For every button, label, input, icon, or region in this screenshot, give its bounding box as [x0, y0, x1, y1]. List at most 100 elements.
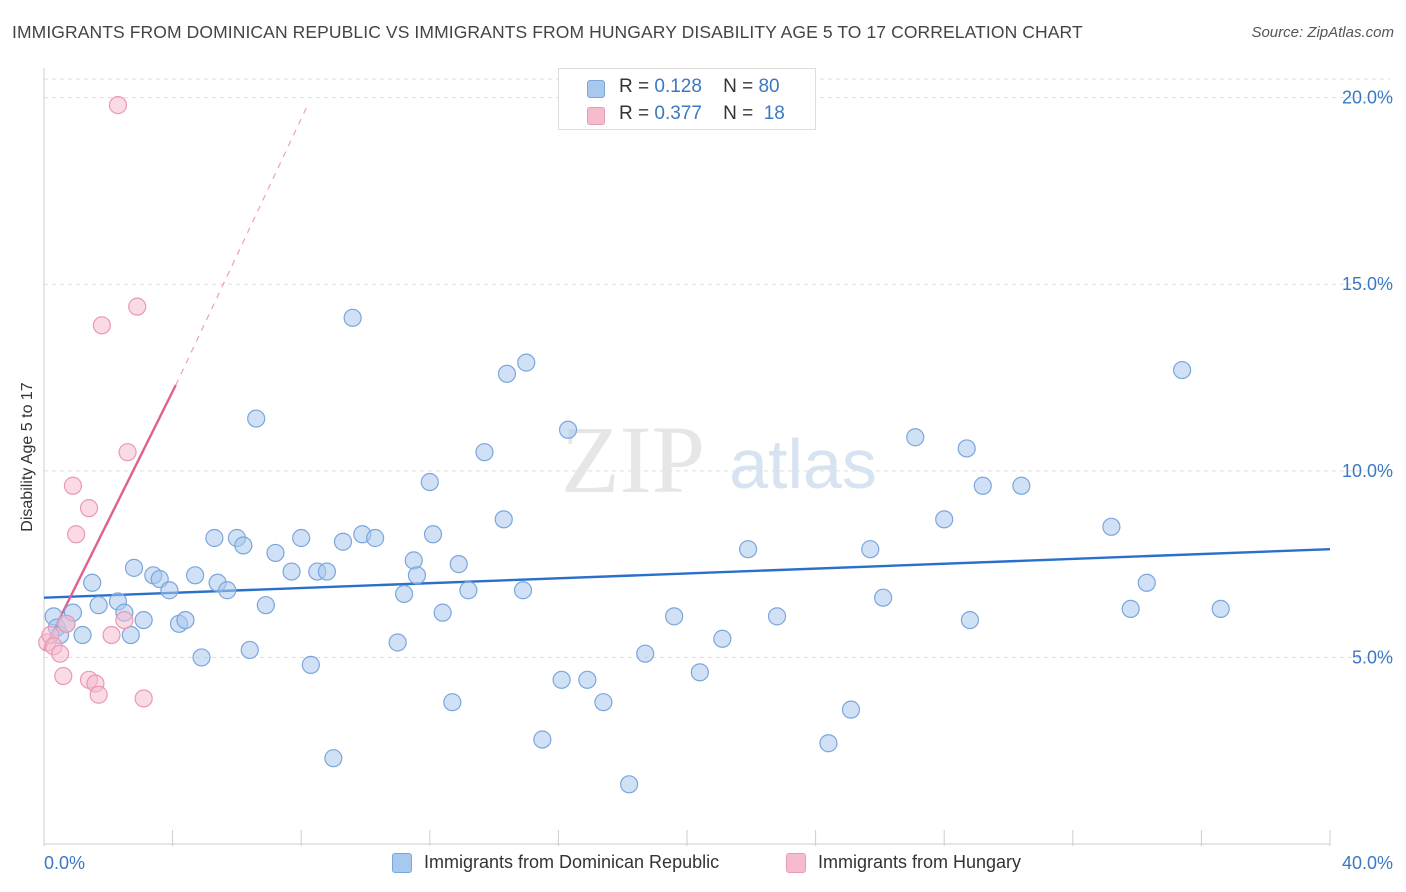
point-dominican [578, 670, 597, 689]
y-tick-label: 10.0% [1342, 461, 1393, 481]
point-dominican [388, 633, 407, 652]
point-dominican [552, 670, 571, 689]
points-layer [38, 96, 1230, 794]
point-dominican [558, 420, 578, 439]
point-dominican [459, 581, 478, 600]
point-hungary [79, 499, 99, 518]
point-dominican [73, 625, 92, 645]
point-dominican [517, 353, 536, 372]
legend-n-value: 18 [763, 103, 785, 124]
point-dominican [1121, 599, 1140, 619]
y-tick-label: 5.0% [1352, 647, 1393, 667]
point-dominican [317, 562, 337, 581]
point-dominican [1211, 599, 1230, 619]
point-hungary [63, 476, 83, 495]
legend-r-label: R = [619, 76, 650, 97]
point-dominican [665, 607, 684, 626]
point-hungary [134, 689, 153, 708]
point-dominican [394, 584, 414, 604]
point-dominican [861, 540, 880, 559]
point-dominican [713, 629, 732, 648]
y-axis-label: Disability Age 5 to 17 [19, 382, 36, 532]
point-dominican [1173, 360, 1192, 380]
point-dominican [935, 510, 954, 529]
trend-layer [42, 104, 1331, 651]
point-dominican [160, 581, 179, 600]
point-dominican [205, 528, 224, 548]
legend-n-label: N = [723, 76, 754, 97]
point-hungary [50, 644, 70, 663]
point-hungary [115, 610, 134, 630]
point-hungary [128, 297, 147, 316]
legend-r-label: R = [619, 103, 650, 124]
point-dominican [594, 693, 613, 712]
point-dominican [282, 562, 301, 581]
point-dominican [874, 588, 893, 607]
point-dominican [497, 364, 517, 383]
point-dominican [636, 644, 655, 663]
point-dominican [960, 610, 980, 630]
point-dominican [292, 528, 311, 548]
point-dominican [301, 655, 320, 674]
trend-extension-hungary [175, 104, 309, 386]
axis-layer: 5.0% 10.0% 15.0% 20.0% 0.0% 40.0% [43, 68, 1393, 873]
bottom-legend-label: Immigrants from Hungary [818, 852, 1022, 872]
point-hungary [102, 625, 121, 645]
point-dominican [124, 558, 144, 577]
bottom-legend-swatch-blue [392, 853, 412, 873]
point-dominican [423, 525, 443, 544]
point-dominican [266, 543, 285, 563]
point-dominican [973, 476, 992, 495]
legend-r-value: 0.377 [654, 103, 702, 124]
point-hungary [118, 443, 137, 462]
point-dominican [234, 536, 253, 555]
x-tick-label: 40.0% [1342, 853, 1393, 873]
point-dominican [343, 308, 362, 327]
point-dominican [1012, 476, 1031, 495]
point-dominican [433, 603, 452, 622]
watermark-zip: ZIP [561, 406, 705, 513]
point-dominican [443, 693, 462, 712]
watermark-atlas: atlas [729, 425, 877, 503]
point-dominican [690, 663, 709, 682]
y-tick-label: 20.0% [1342, 88, 1393, 108]
point-hungary [54, 666, 73, 686]
point-dominican [906, 428, 925, 447]
point-dominican [841, 700, 861, 719]
point-dominican [738, 540, 758, 559]
chart-title: IMMIGRANTS FROM DOMINICAN REPUBLIC VS IM… [12, 22, 1083, 42]
source-credit: Source: ZipAtlas.com [1251, 24, 1394, 41]
legend-n-label: N = [723, 103, 754, 124]
point-dominican [134, 610, 153, 630]
point-hungary [89, 685, 108, 704]
point-dominican [333, 532, 353, 551]
y-tick-label: 15.0% [1342, 274, 1393, 294]
watermark: ZIP atlas [561, 406, 877, 513]
point-dominican [247, 409, 266, 428]
point-hungary [57, 614, 76, 633]
point-dominican [404, 551, 423, 570]
point-dominican [218, 581, 237, 600]
point-hungary [67, 525, 86, 544]
trend-line-hungary [42, 384, 177, 651]
bottom-legend-label: Immigrants from Dominican Republic [424, 852, 720, 872]
point-dominican [819, 734, 838, 753]
bottom-legend-swatch-pink [786, 853, 806, 873]
point-dominican [957, 439, 976, 458]
point-dominican [1102, 517, 1121, 536]
legend-r-value: 0.128 [654, 76, 702, 97]
trend-line-dominican [43, 547, 1331, 599]
legend-swatch-blue [587, 80, 605, 98]
x-tick-label: 0.0% [44, 853, 85, 873]
point-dominican [494, 510, 513, 529]
point-dominican [1137, 573, 1156, 592]
point-dominican [324, 749, 343, 768]
point-dominican [513, 581, 533, 600]
legend-swatch-pink [587, 107, 605, 125]
legend-n-value: 80 [758, 76, 780, 97]
point-dominican [475, 443, 494, 462]
point-dominican [240, 640, 259, 660]
point-dominican [533, 730, 552, 749]
point-dominican [620, 775, 639, 794]
point-dominican [449, 555, 468, 574]
